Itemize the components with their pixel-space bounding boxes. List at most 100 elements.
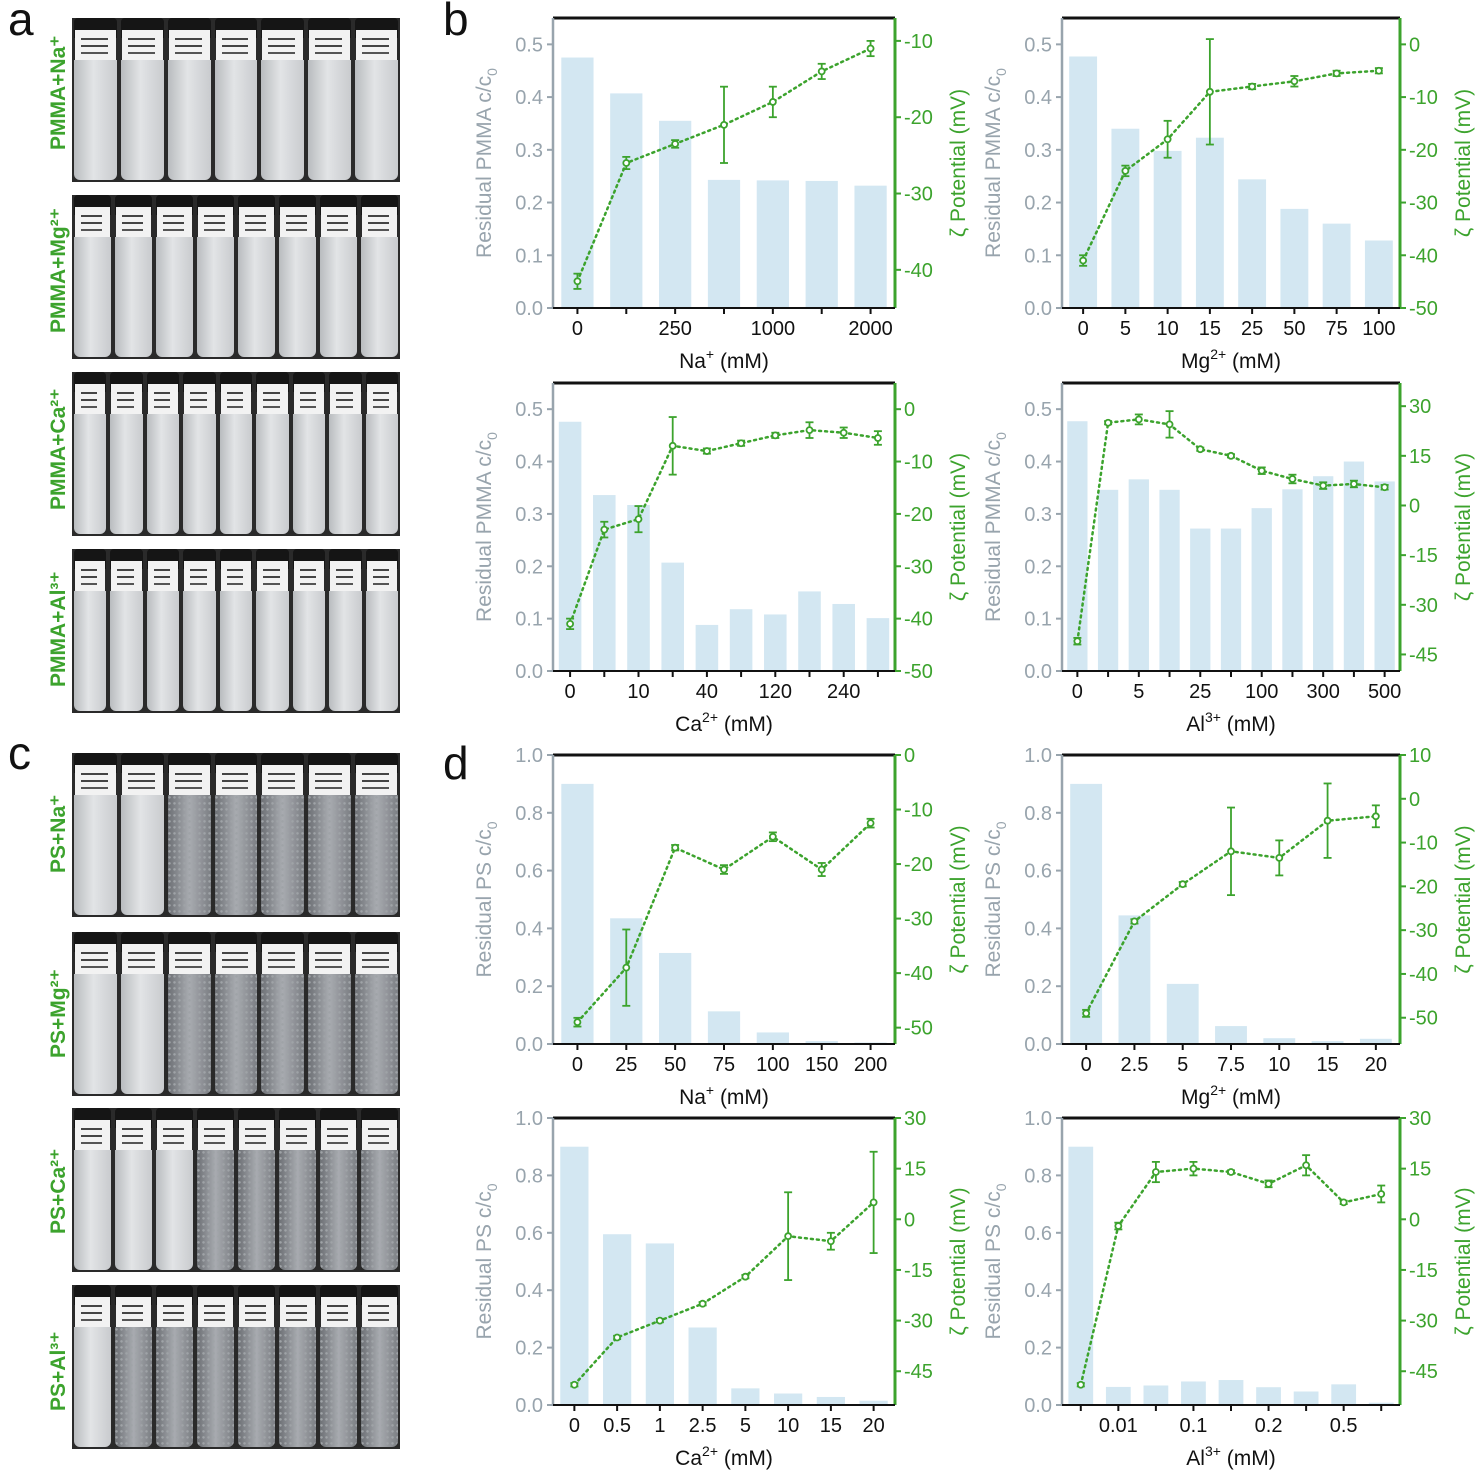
- vial: [306, 753, 353, 917]
- y2-tick-label: -20: [1409, 876, 1438, 898]
- vial: [364, 372, 400, 536]
- y2-tick-label: -30: [904, 909, 933, 931]
- y2-tick-label: -30: [1409, 193, 1438, 215]
- y2-tick-label: -30: [1409, 595, 1438, 617]
- zeta-point: [573, 1018, 582, 1027]
- y2-tick-label: -10: [904, 31, 933, 53]
- y2-axis-label: ζ Potential (mV): [1452, 1187, 1475, 1335]
- x-tick-label: 150: [805, 1054, 838, 1076]
- vial: [353, 18, 400, 182]
- zeta-point: [768, 832, 777, 841]
- x-tick-label: 10: [1268, 1054, 1290, 1076]
- y2-tick-label: 0: [904, 745, 915, 767]
- bar: [1311, 1041, 1344, 1044]
- y2-tick-label: -30: [1409, 920, 1438, 942]
- y-tick-label: 0.3: [1024, 140, 1052, 162]
- chart-d-al: 0.0 0.2 0.4 0.6 0.8 1.0 -45 -30 -15 0 15 30 0.01 0.1 0…: [982, 1108, 1475, 1470]
- vial: [154, 195, 195, 359]
- bar: [1190, 528, 1211, 671]
- y-tick-label: 0.3: [515, 140, 543, 162]
- y-axis-label: Residual PS c/c0: [982, 1183, 1009, 1339]
- vial: [318, 1285, 359, 1449]
- x-tick-label: 100: [756, 1054, 789, 1076]
- y2-tick-label: -10: [1409, 87, 1438, 109]
- y-tick-label: 0.0: [1024, 1395, 1052, 1417]
- bar: [610, 93, 643, 309]
- vial: [259, 753, 306, 917]
- vial: [306, 18, 353, 182]
- y-axis-label: Residual PS c/c0: [982, 821, 1009, 977]
- zeta-line: [568, 428, 880, 626]
- bar: [603, 1234, 632, 1405]
- y-tick-label: 0.2: [1024, 193, 1052, 215]
- vial: [353, 932, 400, 1096]
- y2-tick-label: -50: [904, 1018, 933, 1040]
- vial: [254, 549, 290, 713]
- bar: [1238, 179, 1267, 308]
- zeta-point: [668, 441, 677, 450]
- y2-axis-label: ζ Potential (mV): [1452, 89, 1475, 237]
- x-tick-label: 2000: [848, 318, 893, 340]
- x-tick-label: 5: [1177, 1054, 1188, 1076]
- zeta-point: [805, 426, 814, 435]
- chart-d-na: 0.0 0.2 0.4 0.6 0.8 1.0 -50 -40 -30 -20 -10 0 0 25 50 7…: [473, 745, 970, 1109]
- vial: [359, 1108, 400, 1272]
- vial-photo: [72, 1108, 400, 1272]
- zeta-point: [741, 1272, 750, 1281]
- bar: [1256, 1387, 1281, 1405]
- zeta-point: [1257, 466, 1266, 475]
- zeta-point: [1082, 1009, 1091, 1018]
- chart-b-ca: 0.0 0.1 0.2 0.3 0.4 0.5 -50 -40 -30 -20 -10 0 0 10 40 1…: [473, 381, 970, 736]
- x-tick-label: 0.5: [1330, 1415, 1358, 1437]
- bar: [1118, 915, 1151, 1044]
- x-tick-label: 100: [1245, 681, 1278, 703]
- y-tick-label: 0.2: [1024, 1338, 1052, 1360]
- x-tick-label: 1000: [751, 318, 796, 340]
- vial-photo: [72, 18, 400, 182]
- y2-tick-label: -40: [1409, 964, 1438, 986]
- bar: [1111, 128, 1140, 308]
- y2-tick-label: 0: [1409, 789, 1420, 811]
- y-tick-label: 0.4: [515, 87, 543, 109]
- vial-photo: [72, 195, 400, 359]
- bar: [659, 120, 692, 309]
- vial: [119, 932, 166, 1096]
- y-tick-label: 0.4: [1024, 452, 1052, 474]
- zeta-point: [1073, 637, 1082, 646]
- x-tick-label: 250: [658, 318, 691, 340]
- vial: [213, 753, 260, 917]
- bar: [1070, 783, 1103, 1044]
- y-tick-label: 0.3: [515, 504, 543, 526]
- y2-tick-label: -45: [904, 1361, 933, 1383]
- vial: [113, 195, 154, 359]
- vial: [291, 549, 327, 713]
- x-tick-label: 75: [1326, 318, 1348, 340]
- y-tick-label: 0.2: [515, 1338, 543, 1360]
- x-tick-label: 25: [1189, 681, 1211, 703]
- y-axis-label: Residual PMMA c/c0: [982, 68, 1009, 258]
- x-axis-label: Al3+ (mM): [1186, 1443, 1275, 1470]
- zeta-point: [698, 1299, 707, 1308]
- y2-tick-label: -40: [1409, 245, 1438, 267]
- chart-b-mg: 0.0 0.1 0.2 0.3 0.4 0.5 -50 -40 -30 -20 -10 0 0 5 10 15…: [982, 16, 1475, 373]
- zeta-point: [600, 525, 609, 534]
- x-tick-label: 5: [1120, 318, 1131, 340]
- vial: [277, 1285, 318, 1449]
- y2-tick-label: -45: [1409, 644, 1438, 666]
- x-axis-label: Na+ (mM): [679, 1082, 769, 1109]
- y2-tick-label: -20: [904, 107, 933, 129]
- x-tick-label: 0.5: [603, 1415, 631, 1437]
- x-axis-label: Ca2+ (mM): [675, 709, 773, 736]
- zeta-point: [1350, 480, 1358, 488]
- y-tick-label: 0.8: [515, 803, 543, 825]
- bar: [561, 57, 594, 308]
- panel-letter-c: c: [8, 727, 31, 779]
- panel-letter-a: a: [8, 0, 34, 45]
- y2-tick-label: 0: [1409, 495, 1420, 517]
- zeta-point: [817, 67, 826, 76]
- y-tick-label: 0.6: [1024, 861, 1052, 883]
- zeta-point: [1374, 66, 1383, 75]
- y2-tick-label: -20: [904, 504, 933, 526]
- y2-axis-label: ζ Potential (mV): [1452, 825, 1475, 973]
